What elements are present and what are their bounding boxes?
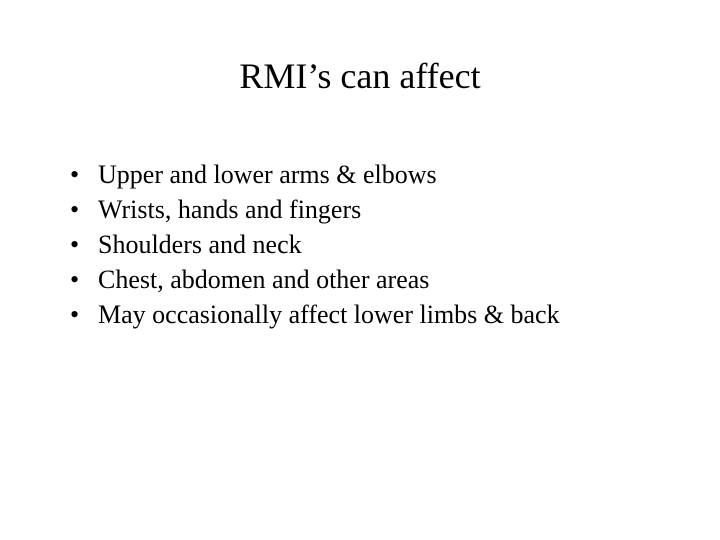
slide-container: RMI’s can affect Upper and lower arms & …: [0, 0, 720, 540]
bullet-item: May occasionally affect lower limbs & ba…: [70, 297, 660, 332]
bullet-item: Shoulders and neck: [70, 227, 660, 262]
bullet-item: Wrists, hands and fingers: [70, 192, 660, 227]
bullet-list: Upper and lower arms & elbows Wrists, ha…: [60, 157, 660, 332]
bullet-item: Upper and lower arms & elbows: [70, 157, 660, 192]
slide-title: RMI’s can affect: [60, 55, 660, 97]
bullet-item: Chest, abdomen and other areas: [70, 262, 660, 297]
